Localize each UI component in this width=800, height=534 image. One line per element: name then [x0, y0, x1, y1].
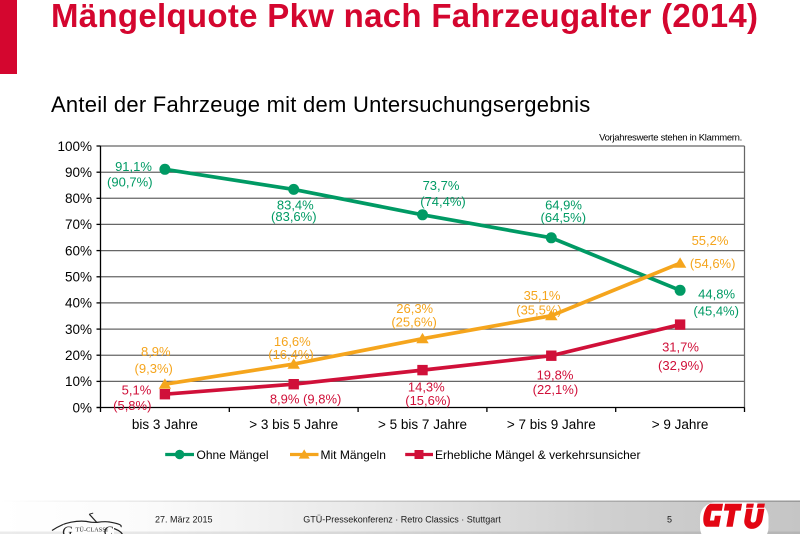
- svg-text:8,9%: 8,9%: [141, 344, 171, 359]
- svg-text:Erhebliche Mängel & verkehrsun: Erhebliche Mängel & verkehrsunsicher: [435, 448, 640, 462]
- svg-text:5: 5: [667, 515, 672, 525]
- svg-text:G: G: [62, 524, 73, 534]
- svg-text:27. März 2015: 27. März 2015: [155, 515, 213, 525]
- svg-text:Mit Mängeln: Mit Mängeln: [321, 448, 386, 462]
- svg-text:50%: 50%: [65, 270, 92, 285]
- svg-text:Ohne Mängel: Ohne Mängel: [197, 448, 269, 462]
- svg-text:TÜ-CLASSI: TÜ-CLASSI: [76, 527, 109, 534]
- svg-text:26,3%: 26,3%: [396, 301, 433, 316]
- svg-text:(9,3%): (9,3%): [135, 361, 173, 376]
- svg-text:20%: 20%: [65, 348, 92, 363]
- svg-text:14,3%: 14,3%: [408, 380, 445, 395]
- svg-text:91,1%: 91,1%: [115, 159, 152, 174]
- svg-text:90%: 90%: [65, 165, 92, 180]
- svg-text:bis 3 Jahre: bis 3 Jahre: [132, 417, 198, 432]
- svg-text:55,2%: 55,2%: [692, 233, 729, 248]
- svg-text:(25,6%): (25,6%): [391, 314, 437, 329]
- svg-text:(90,7%): (90,7%): [107, 175, 153, 190]
- svg-text:19,8%: 19,8%: [537, 368, 574, 383]
- svg-text:80%: 80%: [65, 191, 92, 206]
- svg-text:> 7 bis 9 Jahre: > 7 bis 9 Jahre: [507, 417, 596, 432]
- svg-text:C: C: [104, 525, 114, 534]
- svg-text:GTÜ-Pressekonferenz · Retro Cl: GTÜ-Pressekonferenz · Retro Classics · S…: [303, 515, 501, 525]
- svg-text:60%: 60%: [65, 243, 92, 258]
- svg-text:10%: 10%: [65, 374, 92, 389]
- svg-text:8,9% (9,8%): 8,9% (9,8%): [270, 392, 342, 407]
- svg-text:(32,9%): (32,9%): [658, 358, 704, 373]
- svg-text:31,7%: 31,7%: [662, 340, 699, 355]
- svg-text:> 9 Jahre: > 9 Jahre: [652, 417, 709, 432]
- svg-text:(83,6%): (83,6%): [271, 209, 317, 224]
- svg-text:(16,4%): (16,4%): [268, 347, 314, 362]
- svg-text:> 5 bis 7 Jahre: > 5 bis 7 Jahre: [378, 417, 467, 432]
- svg-text:(22,1%): (22,1%): [533, 382, 579, 397]
- svg-text:70%: 70%: [65, 217, 92, 232]
- svg-text:0%: 0%: [72, 400, 92, 415]
- svg-text:> 3 bis 5 Jahre: > 3 bis 5 Jahre: [249, 417, 338, 432]
- svg-text:83,4%: 83,4%: [277, 198, 314, 213]
- svg-text:Vorjahreswerte stehen in Klamm: Vorjahreswerte stehen in Klammern.: [599, 133, 742, 144]
- svg-text:35,1%: 35,1%: [524, 288, 561, 303]
- svg-text:44,8%: 44,8%: [698, 287, 735, 302]
- svg-text:30%: 30%: [65, 322, 92, 337]
- svg-text:100%: 100%: [57, 139, 92, 154]
- svg-text:16,6%: 16,6%: [274, 334, 311, 349]
- svg-text:(5,8%): (5,8%): [113, 398, 151, 413]
- svg-text:(64,5%): (64,5%): [541, 210, 587, 225]
- svg-text:73,7%: 73,7%: [423, 178, 460, 193]
- svg-text:(45,4%): (45,4%): [693, 304, 739, 319]
- svg-text:5,1%: 5,1%: [122, 383, 152, 398]
- svg-text:(35,5%): (35,5%): [516, 302, 562, 317]
- svg-text:(74,4%): (74,4%): [420, 194, 466, 209]
- svg-text:(15,6%): (15,6%): [405, 393, 451, 408]
- svg-text:64,9%: 64,9%: [545, 198, 582, 213]
- svg-text:40%: 40%: [65, 296, 92, 311]
- svg-text:(54,6%): (54,6%): [690, 256, 736, 271]
